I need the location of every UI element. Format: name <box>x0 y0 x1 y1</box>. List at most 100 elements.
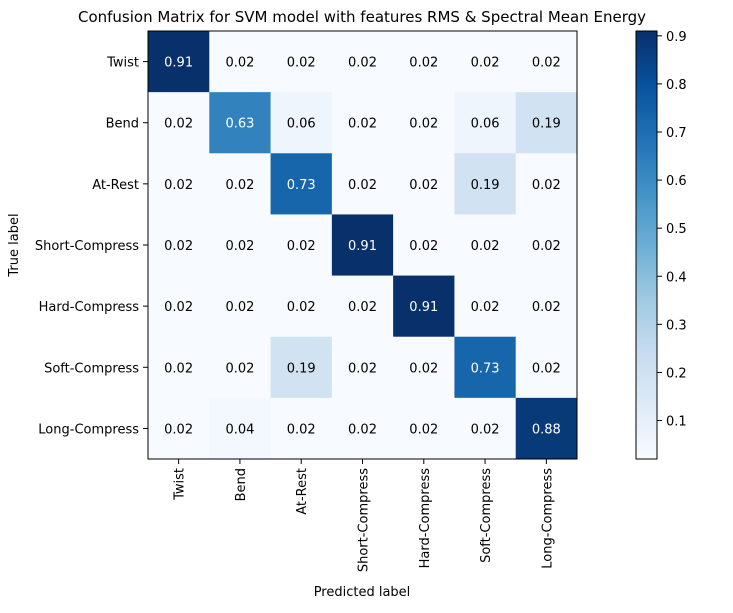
cell-value-label: 0.02 <box>225 361 254 376</box>
cell-value-label: 0.02 <box>532 300 561 315</box>
cell-value-label: 0.02 <box>164 361 193 376</box>
cell-value-label: 0.02 <box>409 178 438 193</box>
cell-value-label: 0.02 <box>348 300 377 315</box>
matrix-cell <box>209 153 272 215</box>
cell-value-label: 0.04 <box>225 422 254 437</box>
matrix-cell-labels: 0.91 0.02 0.02 0.02 0.02 0.02 0.02 0.02 0.63 0.06… <box>164 56 561 438</box>
colorbar-tick-label: 0.7 <box>666 126 687 141</box>
cell-value-label: 0.63 <box>225 117 254 132</box>
matrix-cell <box>515 153 578 215</box>
y-axis-label: True label <box>7 213 22 277</box>
matrix-cell <box>209 397 272 460</box>
matrix-cell <box>515 31 578 93</box>
matrix-cell <box>270 336 333 399</box>
colorbar <box>635 30 658 460</box>
matrix-cell <box>148 214 210 277</box>
y-tick-label: Long-Compress <box>38 422 139 437</box>
matrix-cell <box>331 31 394 93</box>
cell-value-label: 0.73 <box>287 178 316 193</box>
matrix-cell <box>148 275 210 338</box>
x-tick-label: At-Rest <box>295 468 310 515</box>
matrix-cell <box>331 336 394 399</box>
matrix-cell <box>148 336 210 399</box>
cell-value-label: 0.02 <box>348 422 377 437</box>
matrix-cell <box>148 153 210 215</box>
cell-value-label: 0.06 <box>471 117 500 132</box>
cell-value-label: 0.02 <box>164 117 193 132</box>
colorbar-tick-label: 0.8 <box>666 78 687 93</box>
cell-value-label: 0.02 <box>225 300 254 315</box>
y-tick-label: Soft-Compress <box>44 361 139 376</box>
cell-value-label: 0.02 <box>348 56 377 71</box>
colorbar-tick-label: 0.9 <box>666 30 687 45</box>
matrix-cell <box>270 92 333 154</box>
matrix-cell <box>331 153 394 215</box>
matrix-cell <box>209 275 272 338</box>
matrix-cell <box>393 214 455 277</box>
cell-value-label: 0.02 <box>409 239 438 254</box>
matrix-cell <box>148 92 210 154</box>
x-tick-label: Short-Compress <box>357 468 372 572</box>
cell-value-label: 0.02 <box>287 422 316 437</box>
matrix-cell <box>393 336 455 399</box>
cell-value-label: 0.02 <box>532 361 561 376</box>
cell-value-label: 0.91 <box>348 239 377 254</box>
cell-value-label: 0.02 <box>409 361 438 376</box>
y-tick-label: Bend <box>106 117 139 132</box>
matrix-cell <box>454 92 517 154</box>
y-tick-label: Twist <box>106 56 139 71</box>
cell-value-label: 0.19 <box>532 117 561 132</box>
cell-value-label: 0.02 <box>164 178 193 193</box>
matrix-cells <box>148 31 578 460</box>
matrix-cell <box>454 31 517 93</box>
matrix-cell <box>393 397 455 460</box>
cell-value-label: 0.02 <box>164 300 193 315</box>
cell-value-label: 0.02 <box>348 178 377 193</box>
matrix-cell <box>331 275 394 338</box>
cell-value-label: 0.02 <box>348 117 377 132</box>
matrix-cell <box>209 336 272 399</box>
x-axis-ticks: Twist Bend At-Rest Short-Compress Hard-Compr… <box>173 459 555 572</box>
matrix-cell <box>393 92 455 154</box>
cell-value-label: 0.19 <box>471 178 500 193</box>
x-tick-label: Bend <box>234 468 249 501</box>
cell-value-label: 0.02 <box>287 300 316 315</box>
matrix-cell <box>454 336 517 399</box>
cell-value-label: 0.02 <box>225 239 254 254</box>
y-tick-label: At-Rest <box>92 178 139 193</box>
chart-title: Confusion Matrix for SVM model with feat… <box>78 8 646 26</box>
cell-value-label: 0.02 <box>348 361 377 376</box>
cell-value-label: 0.02 <box>409 422 438 437</box>
cell-value-label: 0.02 <box>225 56 254 71</box>
matrix-cell <box>454 214 517 277</box>
cell-value-label: 0.19 <box>287 361 316 376</box>
matrix-cell <box>515 214 578 277</box>
colorbar-tick-label: 0.2 <box>666 366 687 381</box>
cell-value-label: 0.02 <box>532 239 561 254</box>
matrix-cell <box>515 397 578 460</box>
matrix-cell <box>454 153 517 215</box>
cell-value-label: 0.02 <box>471 300 500 315</box>
colorbar-tick-label: 0.5 <box>666 222 687 237</box>
cell-value-label: 0.02 <box>164 239 193 254</box>
y-tick-label: Hard-Compress <box>39 300 140 315</box>
cell-value-label: 0.06 <box>287 117 316 132</box>
cell-value-label: 0.91 <box>409 300 438 315</box>
matrix-cell <box>209 92 272 154</box>
x-tick-label: Long-Compress <box>540 468 555 569</box>
cell-value-label: 0.02 <box>471 56 500 71</box>
matrix-cell <box>270 153 333 215</box>
x-tick-label: Twist <box>173 468 188 501</box>
colorbar-tick-label: 0.6 <box>666 174 687 189</box>
cell-value-label: 0.73 <box>471 361 500 376</box>
matrix-cell <box>270 397 333 460</box>
matrix-cell <box>209 31 272 93</box>
matrix-cell <box>331 397 394 460</box>
matrix-cell <box>270 214 333 277</box>
y-tick-label: Short-Compress <box>35 239 139 254</box>
x-tick-label: Hard-Compress <box>418 468 433 569</box>
cell-value-label: 0.02 <box>471 422 500 437</box>
matrix-cell <box>454 275 517 338</box>
matrix-cell <box>454 397 517 460</box>
cell-value-label: 0.02 <box>409 56 438 71</box>
